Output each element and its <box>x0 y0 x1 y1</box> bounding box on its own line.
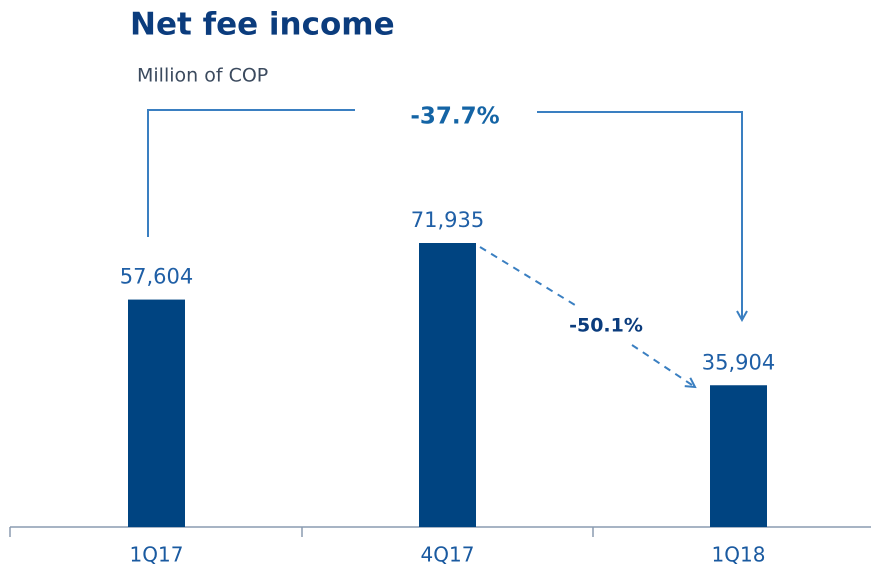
dashed-line <box>479 246 576 306</box>
dashed-arrow <box>631 344 695 387</box>
annotation: -37.7% <box>410 104 499 130</box>
x-tick-label: 1Q18 <box>712 543 766 567</box>
bar <box>128 299 185 527</box>
value-label: 35,904 <box>702 350 775 374</box>
annotation: -50.1% <box>569 315 643 337</box>
value-label: 57,604 <box>120 265 193 289</box>
x-tick-label: 4Q17 <box>421 543 475 567</box>
bar <box>419 243 476 527</box>
chart-subtitle: Million of COP <box>137 65 268 87</box>
bar <box>710 385 767 527</box>
bracket-arrow <box>537 111 742 320</box>
chart-title: Net fee income <box>130 7 395 43</box>
bracket-line <box>147 109 355 237</box>
x-tick-label: 1Q17 <box>130 543 184 567</box>
value-label: 71,935 <box>411 208 484 232</box>
